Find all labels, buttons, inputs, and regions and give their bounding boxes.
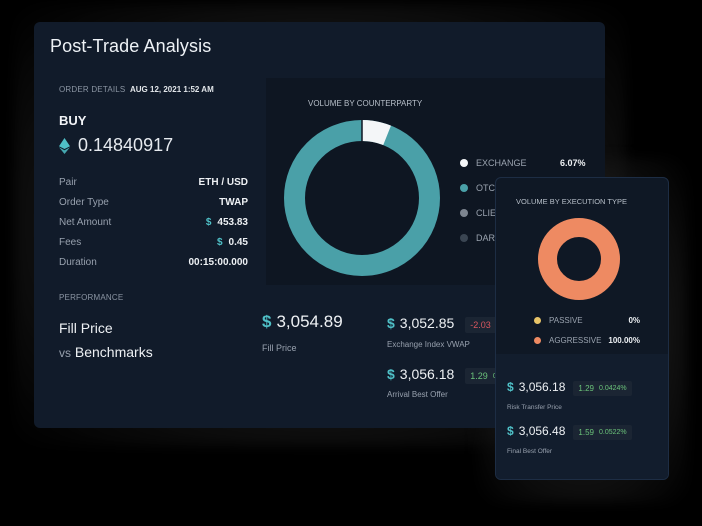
- execution-donut-chart: [538, 218, 620, 300]
- diff-badge: 1.29 0.0424%: [573, 381, 632, 396]
- execution-legend: PASSIVE 0% AGGRESSIVE 100.00%: [534, 310, 654, 350]
- fill-price-label: Fill Price: [262, 343, 297, 353]
- benchmark-risk-transfer: $ 3,056.18 1.29 0.0424%: [507, 380, 632, 396]
- detail-row-duration: Duration 00:15:00.000: [59, 252, 248, 272]
- legend-item-otc: OTC: [460, 175, 527, 200]
- detail-value: $453.83: [205, 216, 248, 228]
- legend-item-exchange: EXCHANGE 6.07%: [460, 150, 586, 175]
- benchmark-label: Final Best Offer: [507, 448, 553, 455]
- dollar-icon: $: [262, 312, 272, 331]
- detail-value: TWAP: [219, 196, 248, 208]
- detail-value: 00:15:00.000: [188, 256, 249, 268]
- counterparty-legend: EXCHANGE 6.07% OTC CLIE DAR: [460, 150, 586, 250]
- fill-price-value: $ 3,054.89: [262, 312, 343, 331]
- detail-row-order-type: Order Type TWAP: [59, 192, 248, 212]
- legend-item-client: CLIE: [460, 200, 527, 225]
- detail-row-fees: Fees $0.45: [59, 232, 248, 252]
- quantity-value: 0.14840917: [78, 135, 174, 155]
- dollar-icon: $: [387, 366, 395, 382]
- order-details-table: Pair ETH / USD Order Type TWAP Net Amoun…: [59, 172, 248, 272]
- benchmark-label: Arrival Best Offer: [387, 390, 448, 399]
- page-title: Post-Trade Analysis: [50, 36, 212, 56]
- detail-row-net-amount: Net Amount $453.83: [59, 212, 248, 232]
- dollar-icon: $: [387, 315, 395, 331]
- dollar-icon: $: [507, 424, 514, 438]
- order-side: BUY: [59, 113, 87, 128]
- benchmark-label: Risk Transfer Price: [507, 404, 562, 411]
- performance-label: PERFORMANCE: [59, 293, 124, 302]
- benchmark-arrival-best-offer: $ 3,056.18 1.290: [387, 366, 502, 384]
- order-details-label: ORDER DETAILS: [59, 85, 126, 94]
- counterparty-donut-chart: [284, 120, 440, 276]
- legend-dot: [534, 316, 541, 324]
- detail-value: $0.45: [216, 236, 248, 248]
- detail-key: Fees: [59, 236, 82, 248]
- execution-type-card: VOLUME BY EXECUTION TYPE PASSIVE 0% AGGR…: [495, 177, 669, 480]
- dollar-icon: $: [216, 236, 223, 248]
- chart-title: VOLUME BY COUNTERPARTY: [308, 99, 423, 108]
- benchmark-exchange-vwap: $ 3,052.85 -2.03-: [387, 315, 504, 333]
- exec-benchmarks-section: [496, 354, 668, 479]
- chart-title: VOLUME BY EXECUTION TYPE: [516, 197, 628, 206]
- order-timestamp: AUG 12, 2021 1:52 AM: [130, 85, 214, 94]
- dollar-icon: $: [507, 380, 514, 394]
- benchmark-final-best-offer: $ 3,056.48 1.59 0.0522%: [507, 424, 632, 440]
- legend-dot: [460, 208, 468, 217]
- detail-key: Order Type: [59, 196, 109, 208]
- legend-dot: [460, 233, 468, 242]
- order-quantity: 0.14840917: [59, 135, 173, 156]
- legend-dot: [460, 158, 468, 167]
- diff-badge: 1.290: [465, 368, 502, 384]
- detail-key: Pair: [59, 176, 77, 188]
- detail-row-pair: Pair ETH / USD: [59, 172, 248, 192]
- detail-key: Duration: [59, 256, 97, 268]
- detail-key: Net Amount: [59, 216, 112, 228]
- benchmark-label: Exchange Index VWAP: [387, 340, 470, 349]
- legend-dot: [460, 183, 468, 192]
- ethereum-icon: [59, 137, 70, 154]
- dollar-icon: $: [205, 216, 212, 228]
- diff-badge: 1.59 0.0522%: [573, 425, 632, 440]
- detail-value: ETH / USD: [198, 176, 248, 188]
- legend-item-dark: DAR: [460, 225, 527, 250]
- performance-heading: Fill Price vs Benchmarks: [59, 320, 153, 360]
- legend-item-aggressive: AGGRESSIVE 100.00%: [534, 330, 654, 350]
- legend-dot: [534, 336, 541, 344]
- legend-item-passive: PASSIVE 0%: [534, 310, 654, 330]
